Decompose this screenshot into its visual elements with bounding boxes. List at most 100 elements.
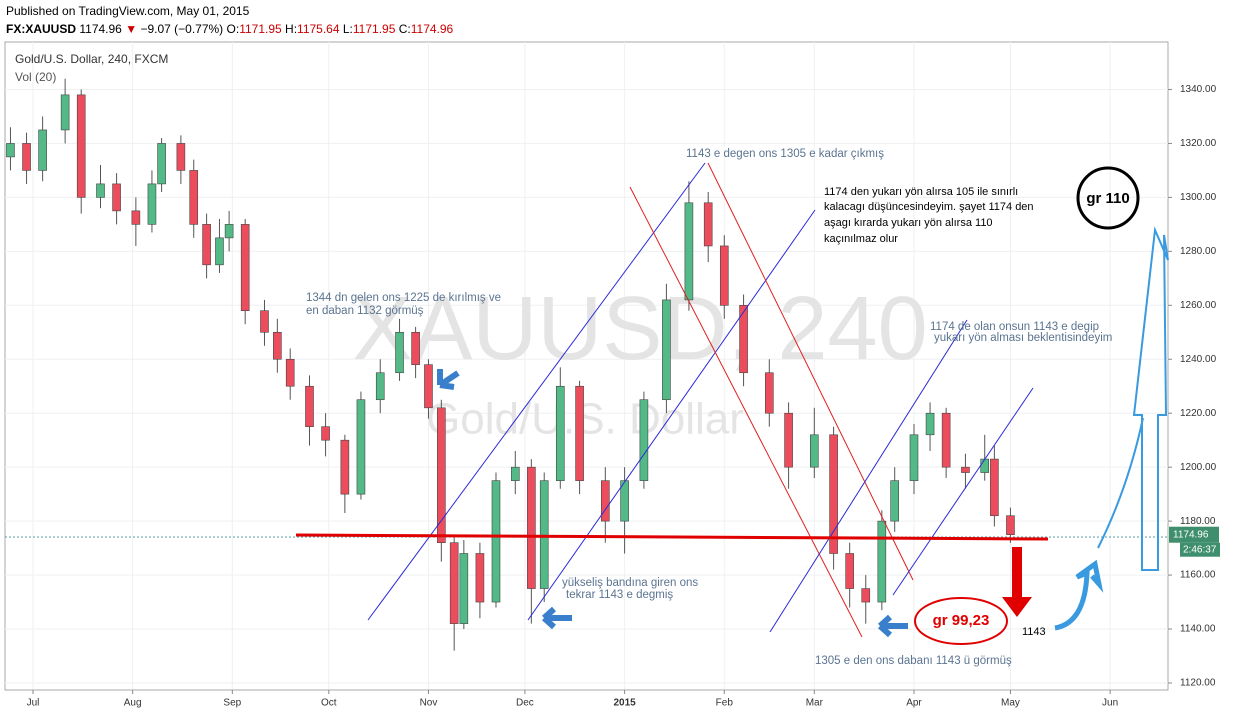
chart-title: Gold/U.S. Dollar, 240, FXCM (15, 52, 168, 66)
x-tick-label: Apr (906, 698, 922, 709)
y-tick-label: 1200.00 (1180, 462, 1217, 473)
candle-body (909, 434, 919, 481)
x-tick-label: 2015 (613, 698, 636, 709)
annotation: aşagı kırarda yukarı yön alırsa 110 (824, 217, 993, 229)
label-1143: 1143 (1022, 626, 1046, 638)
candle-body (38, 129, 47, 171)
h: 1175.64 (297, 22, 340, 36)
candle-body (437, 407, 446, 544)
x-tick-label: Feb (716, 698, 734, 709)
candle-body (176, 143, 186, 171)
annotation: yukarı yön alması beklentisindeyim (934, 332, 1112, 344)
y-tick-label: 1240.00 (1180, 354, 1217, 365)
candle-body (60, 94, 70, 131)
down-arrow (1002, 547, 1032, 617)
candle-body (990, 458, 999, 517)
candle-body (475, 553, 485, 603)
candle-body (784, 412, 793, 468)
outline-arrow (1132, 226, 1169, 571)
candle-body (980, 458, 990, 473)
candle-body (76, 94, 86, 198)
o-label: O: (226, 22, 240, 36)
candle-body (1006, 515, 1015, 536)
pointer-arrow (437, 369, 460, 390)
candle-body (112, 183, 121, 212)
candle-body (491, 480, 501, 603)
l-label: L: (342, 22, 353, 36)
candle-body (575, 385, 584, 481)
quote-line: FX:XAUUSD 1174.96 ▼ −9.07 (−0.77%) O:117… (6, 20, 453, 38)
x-tick-label: May (1001, 698, 1020, 709)
annotation: yükseliş bandına giren ons (562, 577, 698, 589)
candle-body (861, 588, 871, 603)
annotation: tekrar 1143 e degmiş (566, 589, 673, 601)
candle-body (189, 170, 199, 225)
candle-body (96, 183, 105, 198)
candle-body (285, 358, 295, 387)
candle-body (662, 299, 671, 401)
h-label: H: (285, 22, 298, 36)
candle-body (356, 399, 366, 495)
x-tick-label: Aug (124, 698, 142, 709)
candle-body (961, 466, 970, 473)
candle-body (224, 224, 234, 239)
support-line (295, 533, 1049, 541)
candle-body (810, 434, 819, 468)
label-gr99: gr 99,23 (933, 612, 990, 629)
symbol: FX:XAUUSD (6, 22, 77, 36)
candle-body (6, 143, 15, 158)
watermark-sub: Gold/U.S. Dollar (426, 395, 744, 444)
candle-body (684, 202, 694, 301)
candle-body (459, 553, 469, 624)
c-label: C: (398, 22, 411, 36)
candle-body (157, 143, 166, 185)
candle-body (527, 466, 536, 589)
ellipse (914, 597, 1008, 645)
y-tick-label: 1320.00 (1180, 138, 1217, 149)
candle-body (273, 331, 282, 360)
candle-body (411, 331, 420, 365)
x-tick-label: Jul (27, 698, 40, 709)
candle-body (877, 520, 887, 603)
candle-body (395, 331, 404, 374)
pointer-arrow (877, 614, 908, 638)
candle-body (703, 202, 713, 247)
candle-body (719, 245, 729, 306)
candle-body (147, 183, 157, 225)
annotation: kaçınılmaz olur (824, 233, 898, 245)
candle-body (620, 480, 629, 522)
candle-body (305, 385, 314, 427)
plot-area (4, 41, 1169, 691)
x-tick-label: Nov (420, 698, 438, 709)
candle-body (240, 224, 250, 311)
candle-body (321, 426, 330, 441)
annotation: 1143 e degen ons 1305 e kadar çıkmış (686, 148, 884, 160)
candle-body (215, 237, 224, 266)
y-tick-label: 1220.00 (1180, 408, 1217, 419)
y-tick-label: 1280.00 (1180, 246, 1217, 257)
candle-body (539, 480, 549, 589)
drawings (5, 162, 1169, 645)
y-tick-label: 1120.00 (1180, 678, 1216, 689)
c: 1174.96 (410, 22, 454, 36)
y-tick-label: 1140.00 (1180, 624, 1216, 635)
candle-body (601, 480, 610, 522)
change: −9.07 (−0.77%) (140, 22, 224, 36)
annotation: kalacagı düşüncesindeyim. şayet 1174 den (824, 201, 1034, 213)
countdown: 2:46:37 (1183, 544, 1217, 555)
x-tick-label: Sep (223, 698, 241, 709)
x-tick-label: Dec (516, 698, 534, 709)
y-tick-label: 1260.00 (1180, 300, 1217, 311)
last-price-label: 1174.96 (1173, 529, 1209, 540)
candle-body (739, 305, 748, 374)
circle (1076, 166, 1140, 230)
candle-body (510, 466, 520, 481)
candle-body (941, 412, 951, 468)
y-tick-label: 1300.00 (1180, 192, 1217, 203)
candle-body (424, 364, 433, 409)
candle-body (829, 434, 838, 554)
watermark: XAUUSD, 240 (352, 279, 927, 379)
x-tick-label: Oct (321, 698, 337, 709)
y-tick-label: 1340.00 (1180, 84, 1217, 95)
